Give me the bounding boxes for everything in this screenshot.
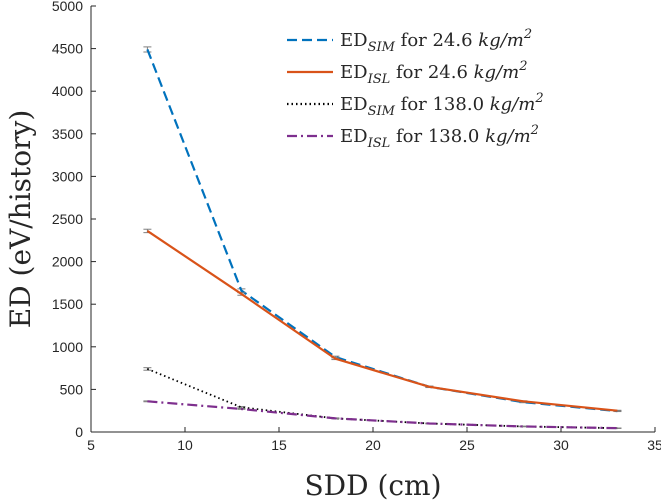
legend-rest: for 138.0 [395,94,490,115]
legend-main: ED [340,94,368,115]
legend-unit: kg/m [474,62,520,83]
y-tick-label: 3500 [52,126,83,142]
legend-label: EDISL for 24.6 kg/m2 [340,59,527,87]
legend-subscript: ISL [367,136,391,151]
legend-unit: kg/m [490,94,536,115]
legend-unit: kg/m [478,30,524,51]
x-tick-label: 35 [647,437,661,453]
y-tick-label: 2000 [52,254,83,270]
plot-area [91,6,655,432]
x-tick-label: 15 [271,437,287,453]
legend-main: ED [340,126,368,147]
series-2 [143,228,622,412]
legend-superscript: 2 [518,59,527,74]
x-tick-label: 30 [553,437,569,453]
x-tick-label: 5 [87,437,95,453]
y-tick-label: 4000 [52,83,83,99]
legend-label: EDSIM for 24.6 kg/m2 [340,27,532,55]
legend-superscript: 2 [530,123,539,138]
x-tick-label: 20 [365,437,381,453]
series-marks [143,46,622,430]
y-tick-label: 1500 [52,296,83,312]
legend-superscript: 2 [534,91,543,106]
y-tick-label: 500 [60,381,84,397]
y-tick-label: 1000 [52,339,83,355]
y-tick-label: 0 [75,424,83,440]
y-tick-label: 4500 [52,41,83,57]
legend-main: ED [340,62,368,83]
legend-subscript: SIM [368,40,396,55]
series-4 [143,400,622,430]
series-line [147,400,618,430]
legend-label: EDISL for 138.0 kg/m2 [340,123,539,151]
y-axis-title: ED (eV/history) [4,110,37,329]
legend-rest: for 24.6 [395,30,478,51]
legend-main: ED [340,30,368,51]
legend-subscript: SIM [368,104,396,119]
axes: 5 10 15 20 25 30 35 0 500 1000 1500 2000 2500 3000 350… [52,0,661,453]
legend-subscript: ISL [367,72,391,87]
legend-rest: for 138.0 [390,126,485,147]
legend-superscript: 2 [523,27,532,42]
y-tick-label: 5000 [52,0,83,14]
y-tick-label: 3000 [52,168,83,184]
legend-unit: kg/m [485,126,531,147]
y-tick-label: 2500 [52,211,83,227]
legend-rest: for 24.6 [390,62,473,83]
x-axis-title: SDD (cm) [304,469,441,502]
series-line [146,230,618,412]
x-tick-label: 25 [459,437,475,453]
x-tick-label: 10 [177,437,193,453]
legend-label: EDSIM for 138.0 kg/m2 [340,91,544,119]
